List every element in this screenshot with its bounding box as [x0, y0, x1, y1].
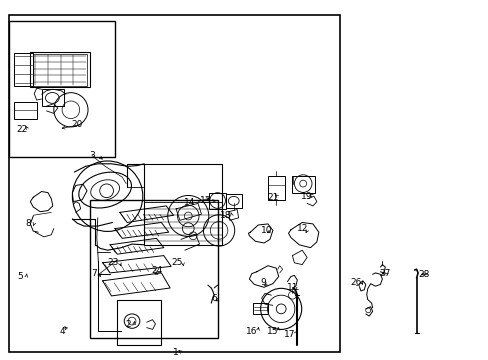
- Bar: [9, 15, 339, 352]
- Bar: [292, 176, 315, 193]
- Text: 2: 2: [125, 320, 131, 329]
- Bar: [41, 89, 63, 106]
- Bar: [30, 52, 90, 87]
- Text: 7: 7: [91, 269, 97, 278]
- Text: 5: 5: [18, 272, 23, 281]
- Text: 11: 11: [286, 284, 298, 292]
- Bar: [33, 54, 87, 86]
- Bar: [14, 53, 33, 86]
- Bar: [14, 102, 37, 119]
- Text: 28: 28: [418, 270, 429, 279]
- Text: 16: 16: [245, 328, 257, 336]
- Text: 15: 15: [266, 328, 278, 336]
- Text: 20: 20: [71, 120, 83, 129]
- Text: 23: 23: [107, 258, 119, 266]
- Text: 21: 21: [266, 193, 278, 202]
- Text: 24: 24: [151, 266, 163, 275]
- Bar: [253, 303, 267, 314]
- Text: 13: 13: [199, 197, 211, 205]
- Bar: [117, 300, 161, 345]
- Text: 22: 22: [16, 125, 28, 134]
- Text: 9: 9: [260, 278, 265, 287]
- Text: 1: 1: [173, 348, 179, 357]
- Text: 19: 19: [301, 192, 312, 201]
- Text: 27: 27: [379, 269, 390, 278]
- Bar: [209, 193, 225, 209]
- Text: 14: 14: [183, 198, 195, 207]
- Text: 17: 17: [283, 330, 295, 339]
- Text: 10: 10: [260, 226, 272, 235]
- Text: 6: 6: [211, 294, 217, 303]
- Text: 8: 8: [25, 219, 31, 228]
- Bar: [90, 200, 217, 338]
- Text: 25: 25: [171, 258, 183, 266]
- Text: 12: 12: [296, 224, 307, 233]
- Bar: [9, 21, 115, 157]
- Text: 4: 4: [60, 327, 65, 336]
- Text: 3: 3: [89, 151, 95, 160]
- Text: 26: 26: [349, 278, 361, 287]
- Text: 18: 18: [220, 211, 231, 220]
- Bar: [225, 194, 242, 208]
- Bar: [267, 176, 284, 200]
